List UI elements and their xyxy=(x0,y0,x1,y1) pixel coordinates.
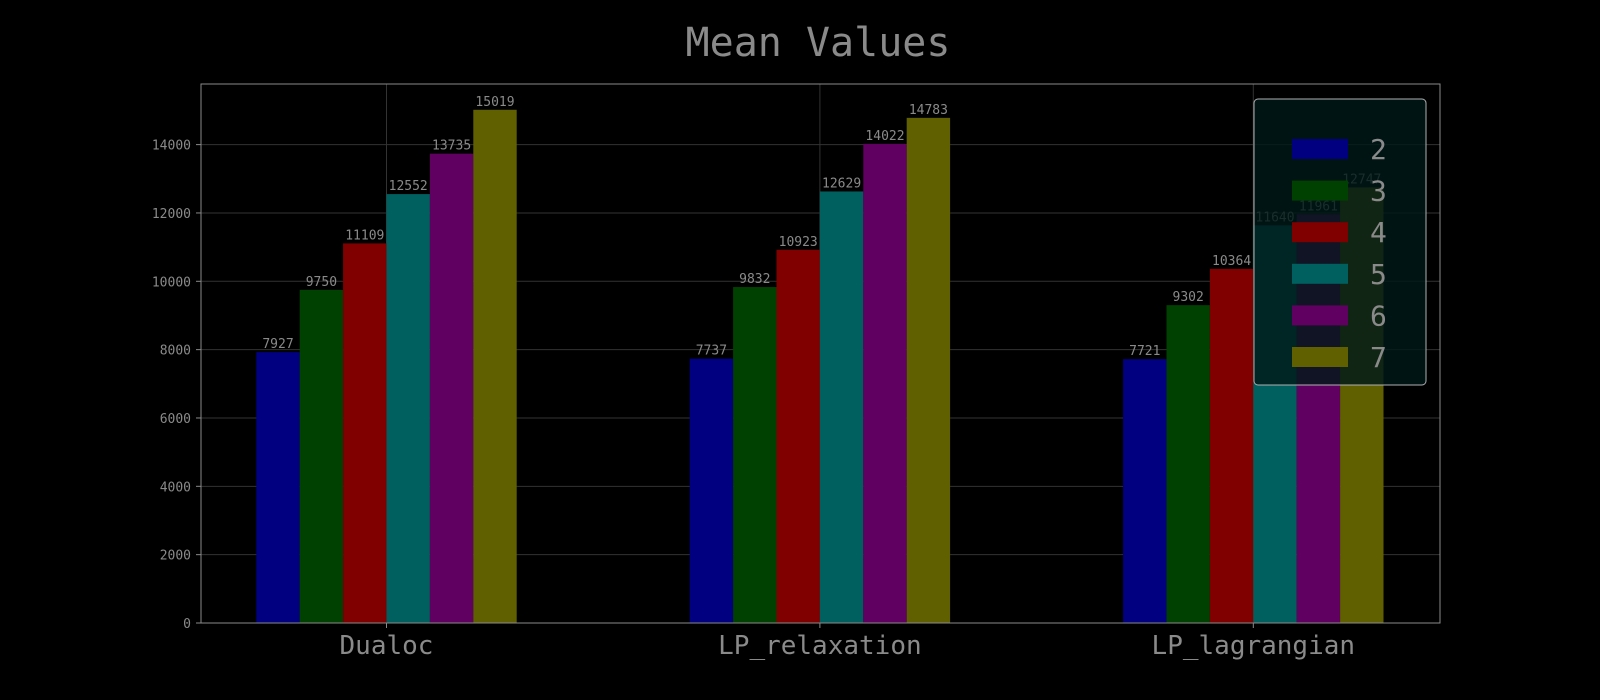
bar-value-label: 7927 xyxy=(262,337,293,352)
chart-title: Mean Values xyxy=(686,20,951,66)
legend-label: 2 xyxy=(1370,133,1387,166)
legend[interactable]: 2 3 4 5 6 7 xyxy=(1253,98,1427,386)
bar-LP_lagrangian-2[interactable] xyxy=(1123,359,1167,623)
bar-Dualoc-2[interactable] xyxy=(256,352,300,623)
bar-LP_relaxation-5[interactable] xyxy=(819,191,864,623)
legend-label: 5 xyxy=(1370,258,1387,291)
bar-Dualoc-5[interactable] xyxy=(386,194,430,623)
bar-value-label: 7721 xyxy=(1129,344,1160,359)
x-tick-label: LP_lagrangian xyxy=(1152,631,1356,661)
bar-Dualoc-4[interactable] xyxy=(343,243,387,624)
bar-LP_lagrangian-3[interactable] xyxy=(1166,305,1210,623)
legend-label: 7 xyxy=(1370,341,1387,374)
legend-label: 4 xyxy=(1370,216,1387,249)
bar-value-label: 11109 xyxy=(345,228,384,243)
y-tick-label: 14000 xyxy=(152,139,191,154)
bar-value-label: 10923 xyxy=(779,235,818,250)
bar-value-label: 12552 xyxy=(389,179,428,194)
bar-Dualoc-3[interactable] xyxy=(299,289,344,623)
x-tick-label: Dualoc xyxy=(340,631,434,661)
bar-LP_relaxation-7[interactable] xyxy=(906,117,951,624)
legend-label: 6 xyxy=(1370,299,1387,332)
bar-value-label: 12629 xyxy=(822,176,861,191)
legend-swatch xyxy=(1292,180,1348,201)
bar-value-label: 14022 xyxy=(865,129,904,144)
legend-swatch xyxy=(1292,347,1348,367)
y-tick-label: 10000 xyxy=(152,275,191,290)
bar-LP_relaxation-2[interactable] xyxy=(689,358,734,623)
y-tick-label: 6000 xyxy=(160,412,191,427)
bar-value-label: 13735 xyxy=(432,139,471,154)
y-tick-label: 8000 xyxy=(160,344,191,359)
bar-Dualoc-7[interactable] xyxy=(473,109,517,624)
bar-LP_relaxation-4[interactable] xyxy=(776,249,820,624)
axes-frame xyxy=(200,83,1441,624)
bar-value-label: 7737 xyxy=(696,344,727,359)
legend-swatch xyxy=(1292,305,1348,326)
bar-value-label: 10364 xyxy=(1212,254,1251,269)
legend-label: 3 xyxy=(1370,175,1387,208)
y-tick-label: 4000 xyxy=(160,480,191,495)
y-tick-label: 12000 xyxy=(152,207,191,222)
bar-value-label: 15019 xyxy=(475,95,514,110)
y-tick-label: 2000 xyxy=(160,549,191,564)
y-tick-label: 0 xyxy=(183,617,191,632)
legend-swatch xyxy=(1292,222,1348,243)
x-tick-label: LP_relaxation xyxy=(718,631,922,661)
axes: 0 2000 4000 6000 8000 10000 12000 14000 Dualoc LP… xyxy=(152,83,1441,661)
bars xyxy=(256,109,1384,624)
bar-value-label: 9750 xyxy=(306,275,337,290)
bar-value-label: 9832 xyxy=(739,272,770,287)
bar-Dualoc-6[interactable] xyxy=(429,153,474,623)
bar-LP_lagrangian-4[interactable] xyxy=(1209,268,1254,623)
bar-value-label: 9302 xyxy=(1173,290,1204,305)
legend-swatch xyxy=(1292,263,1348,284)
bar-LP_relaxation-6[interactable] xyxy=(863,143,907,624)
bar-LP_relaxation-3[interactable] xyxy=(733,287,777,623)
legend-swatch xyxy=(1292,139,1348,159)
bar-value-label: 14783 xyxy=(909,103,948,118)
